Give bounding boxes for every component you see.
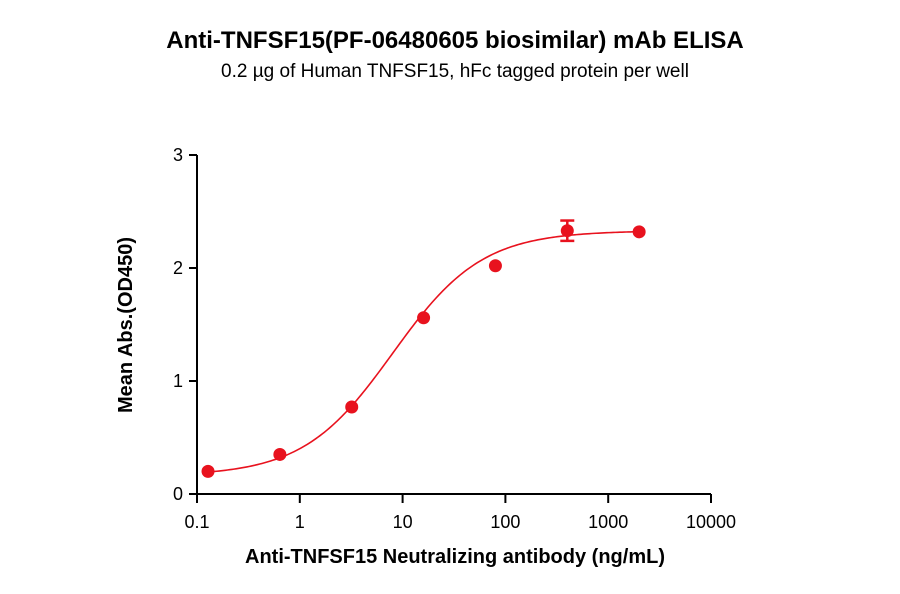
x-tick-label: 10000 bbox=[686, 512, 736, 532]
plot-area bbox=[201, 219, 646, 478]
data-point bbox=[345, 400, 359, 414]
y-tick-label: 0 bbox=[173, 484, 183, 504]
y-tick-label: 1 bbox=[173, 371, 183, 391]
y-axis-label: Mean Abs.(OD450) bbox=[115, 237, 137, 413]
x-axis-label: Anti-TNFSF15 Neutralizing antibody (ng/m… bbox=[245, 546, 665, 568]
x-axis: 0.1 1 10 100 1000 10000 bbox=[184, 493, 736, 532]
y-axis: 0 1 2 3 bbox=[173, 145, 198, 504]
x-tick-label: 1000 bbox=[588, 512, 628, 532]
y-tick-label: 3 bbox=[173, 145, 183, 165]
y-tick-label: 2 bbox=[173, 258, 183, 278]
chart-subtitle: 0.2 µg of Human TNFSF15, hFc tagged prot… bbox=[221, 61, 689, 82]
x-tick-label: 1 bbox=[295, 512, 305, 532]
data-point bbox=[201, 464, 215, 478]
fit-curve bbox=[207, 230, 640, 473]
data-point bbox=[488, 259, 502, 273]
chart-title: Anti-TNFSF15(PF-06480605 biosimilar) mAb… bbox=[166, 27, 743, 54]
data-point bbox=[273, 447, 287, 461]
x-tick-label: 100 bbox=[490, 512, 520, 532]
data-point bbox=[560, 224, 574, 238]
x-tick-label: 0.1 bbox=[184, 512, 209, 532]
data-point bbox=[417, 311, 431, 325]
x-tick-label: 10 bbox=[393, 512, 413, 532]
data-point bbox=[632, 225, 646, 239]
